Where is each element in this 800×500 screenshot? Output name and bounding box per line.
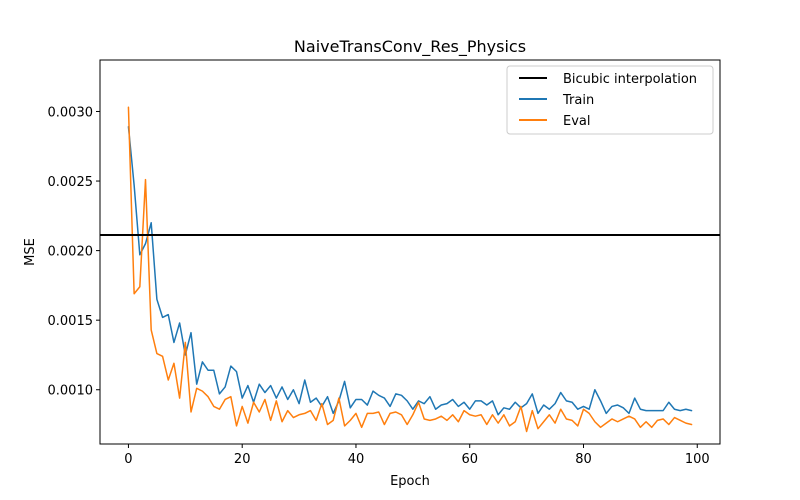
x-tick-label-0: 0: [124, 452, 132, 467]
y-tick-label-0: 0.0010: [48, 384, 94, 399]
chart-title: NaiveTransConv_Res_Physics: [294, 37, 526, 57]
legend-label-bicubic: Bicubic interpolation: [563, 72, 697, 87]
x-tick-label-100: 100: [685, 452, 710, 467]
plot-area: [99, 59, 721, 445]
legend-label-eval: Eval: [563, 114, 591, 129]
x-tick-label-80: 80: [575, 452, 592, 467]
x-tick-label-20: 20: [234, 452, 251, 467]
y-tick-label-4: 0.0030: [48, 105, 94, 120]
y-axis: 0.0010 0.0015 0.0020 0.0025 0.0030: [48, 105, 100, 399]
x-tick-label-60: 60: [461, 452, 478, 467]
legend-box: [506, 65, 714, 135]
x-axis: 0 20 40 60 80 100: [124, 444, 710, 467]
y-axis-label: MSE: [23, 238, 38, 266]
series-layer: [100, 106, 720, 433]
y-tick-label-1: 0.0015: [48, 314, 94, 329]
series-line-train: [127, 126, 693, 416]
series-line-eval: [127, 106, 693, 433]
plot-frame: [99, 59, 721, 445]
legend-label-train: Train: [562, 93, 594, 108]
y-tick-label-3: 0.0025: [48, 175, 94, 190]
x-axis-label: Epoch: [390, 474, 430, 489]
x-tick-label-40: 40: [348, 452, 365, 467]
y-tick-label-2: 0.0020: [48, 245, 94, 260]
legend: Bicubic interpolation Train Eval: [506, 65, 714, 135]
